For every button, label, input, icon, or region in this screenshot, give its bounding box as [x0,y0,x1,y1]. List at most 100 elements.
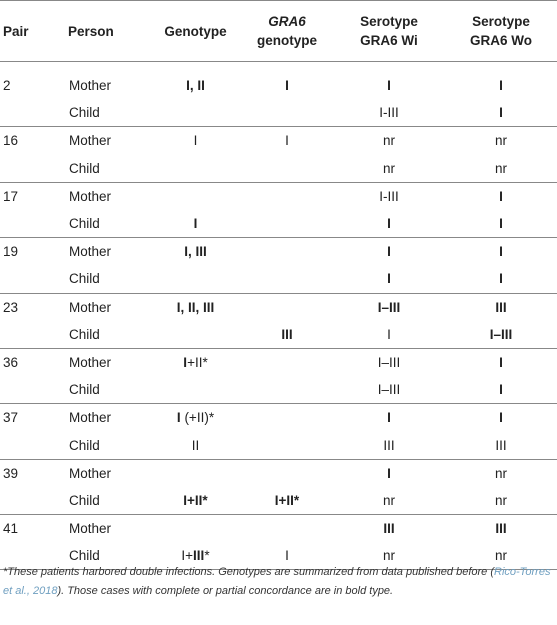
table-row: Child I I [0,265,557,293]
cell-genotype: I (+II)* [176,410,215,426]
cell-serotype-wi: nr [382,492,395,508]
table-row: 19 Mother I, III I I [0,237,557,266]
cell-serotype-wo: I [499,382,503,398]
cell-person: Child [69,105,100,121]
cell-gra6-genotype: I [285,133,289,149]
table-row: Child I+II* I+II* nr nr [0,487,557,515]
cell-person: Mother [69,410,112,426]
cell-serotype-wo: nr [494,160,507,176]
cell-serotype-wo: I [499,244,503,260]
cell-serotype-wo: I [499,410,503,426]
cell-gra6-genotype [241,404,333,432]
cell-serotype-wi: I [387,465,391,481]
cell-pair: 41 [3,521,19,537]
cell-person: Child [69,160,100,176]
cell-genotype [150,321,241,349]
cell-person: Mother [69,78,112,94]
cell-serotype-wi: I [387,216,391,232]
cell-serotype-wo: I [499,188,503,204]
cell-person: Child [69,548,100,564]
cell-serotype-wo: I [499,271,503,287]
cell-person: Child [69,437,100,453]
cell-pair [0,99,62,127]
cell-person: Mother [69,299,112,315]
table-row: Child III I I–III [0,321,557,349]
cell-person: Child [69,271,100,287]
header-pair: Pair [3,23,29,39]
cell-gra6-genotype [241,99,333,127]
cell-person: Child [69,382,100,398]
cell-genotype: I [193,216,198,232]
cell-gra6-genotype [241,155,333,183]
cell-person: Mother [69,188,112,204]
cell-gra6-genotype [241,376,333,404]
cell-serotype-wi: I [387,410,391,426]
cell-genotype: I, II [186,78,205,94]
cell-serotype-wo: III [495,521,507,537]
cell-gra6-genotype: I+II* [274,492,300,508]
cell-serotype-wi: I [387,326,391,342]
cell-genotype [150,99,241,127]
cell-serotype-wi: I-III [379,105,399,121]
cell-gra6-genotype [241,265,333,293]
cell-pair [0,321,62,349]
cell-pair: 37 [3,410,19,426]
cell-gra6-genotype: III [281,326,293,342]
cell-pair: 36 [3,354,19,370]
cell-gra6-genotype [241,293,333,321]
cell-gra6-genotype [241,515,333,543]
cell-serotype-wo: I [499,216,503,232]
header-serotype-wo: Serotype GRA6 Wo [469,14,532,48]
cell-serotype-wo: nr [494,492,507,508]
cell-gra6-genotype [241,238,333,266]
table-row: Child II III III [0,431,557,459]
cell-pair: 2 [3,78,11,94]
genotype-serotype-table: Pair Person Genotype GRA6 genotype Seroty… [0,0,557,570]
cell-person: Child [69,492,100,508]
cell-serotype-wi: I-III [379,188,399,204]
cell-genotype: I, III [184,244,207,260]
cell-genotype [150,515,241,543]
cell-serotype-wi: I [387,271,391,287]
header-gra6-genotype: GRA6 genotype [256,14,317,48]
cell-serotype-wi: I–III [377,382,401,398]
cell-pair: 19 [3,244,19,260]
cell-serotype-wi: I [387,78,391,94]
cell-pair [0,155,62,183]
cell-serotype-wi: I [387,244,391,260]
cell-pair: 17 [3,188,19,204]
cell-person: Mother [69,133,112,149]
cell-serotype-wi: nr [382,160,395,176]
cell-genotype: II [191,437,200,453]
table-row: 37 Mother I (+II)* I I [0,403,557,432]
cell-genotype: I [193,133,198,149]
cell-genotype: I+II* [183,492,208,508]
cell-serotype-wo: I [499,78,503,94]
cell-gra6-genotype [241,182,333,210]
cell-gra6-genotype [241,459,333,487]
header-person: Person [68,23,114,39]
cell-genotype: I+II* [183,354,208,370]
table-row: 36 Mother I+II* I–III I [0,348,557,376]
citation-link[interactable]: Rico-Torres et al., 2018 [3,566,551,597]
table-row: Child I I I [0,210,557,238]
cell-serotype-wo: nr [494,465,507,481]
cell-genotype: I+III* [181,548,210,564]
cell-serotype-wo: I–III [489,326,513,342]
cell-gra6-genotype: I [285,548,289,564]
cell-gra6-genotype: I [285,78,289,94]
cell-genotype [150,182,241,210]
table-row: Child I-III I [0,99,557,127]
cell-pair [0,431,62,459]
cell-serotype-wi: nr [382,133,395,149]
table-row: 2 Mother I, II I I I [0,72,557,99]
table-row: 23 Mother I, II, III I–III III [0,293,557,321]
header-serotype-wi: Serotype GRA6 Wi [360,14,418,48]
cell-person: Mother [69,521,112,537]
cell-pair [0,487,62,515]
